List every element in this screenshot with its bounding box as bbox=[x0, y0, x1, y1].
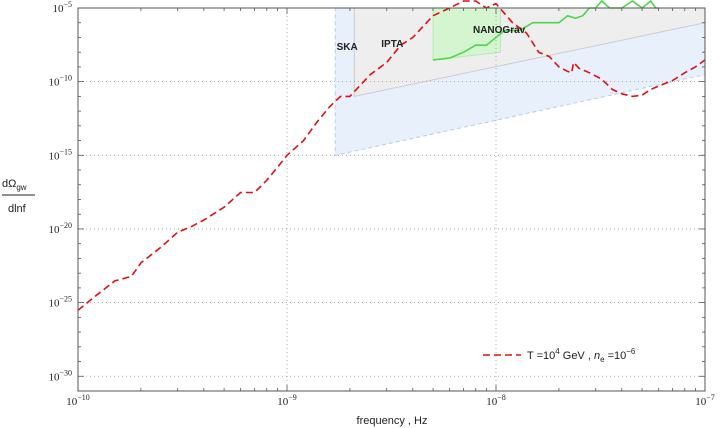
y-tick-label: 10−20 bbox=[48, 221, 72, 236]
data-series bbox=[77, 0, 706, 311]
tick-marks bbox=[77, 7, 705, 392]
legend: T =104 GeV , ne =10−6 bbox=[483, 347, 636, 364]
y-axis-label: dΩgw dlnf bbox=[2, 178, 35, 215]
x-tick-label: 10−8 bbox=[486, 393, 506, 408]
x-tick-labels: 10−10 10−9 10−8 10−7 bbox=[66, 393, 715, 408]
y-tick-label: 10−25 bbox=[48, 295, 72, 310]
x-tick-label: 10−7 bbox=[695, 393, 715, 408]
series-line bbox=[433, 0, 659, 61]
legend-label: T =104 GeV , ne =10−6 bbox=[527, 347, 636, 364]
x-tick-label: 10−10 bbox=[66, 393, 90, 408]
region-label-ska: SKA bbox=[337, 42, 358, 53]
sensitivity-regions bbox=[334, 7, 706, 156]
region-label-ipta: IPTA bbox=[381, 39, 403, 50]
y-axis-label-numerator: dΩgw bbox=[2, 178, 27, 192]
region-labels: SKA IPTA NANOGrav bbox=[337, 25, 526, 53]
y-axis-label-denominator: dlnf bbox=[8, 203, 27, 215]
series-line bbox=[77, 0, 706, 311]
y-tick-labels: 10−5 10−10 10−15 10−20 10−25 10−30 bbox=[48, 0, 72, 383]
y-tick-label: 10−10 bbox=[48, 74, 72, 89]
y-tick-label: 10−30 bbox=[48, 368, 72, 383]
region-label-nanograv: NANOGrav bbox=[473, 25, 526, 36]
x-axis-label: frequency , Hz bbox=[357, 415, 428, 427]
x-tick-label: 10−9 bbox=[277, 393, 297, 408]
y-tick-label: 10−15 bbox=[48, 147, 72, 162]
y-tick-label: 10−5 bbox=[52, 0, 72, 15]
